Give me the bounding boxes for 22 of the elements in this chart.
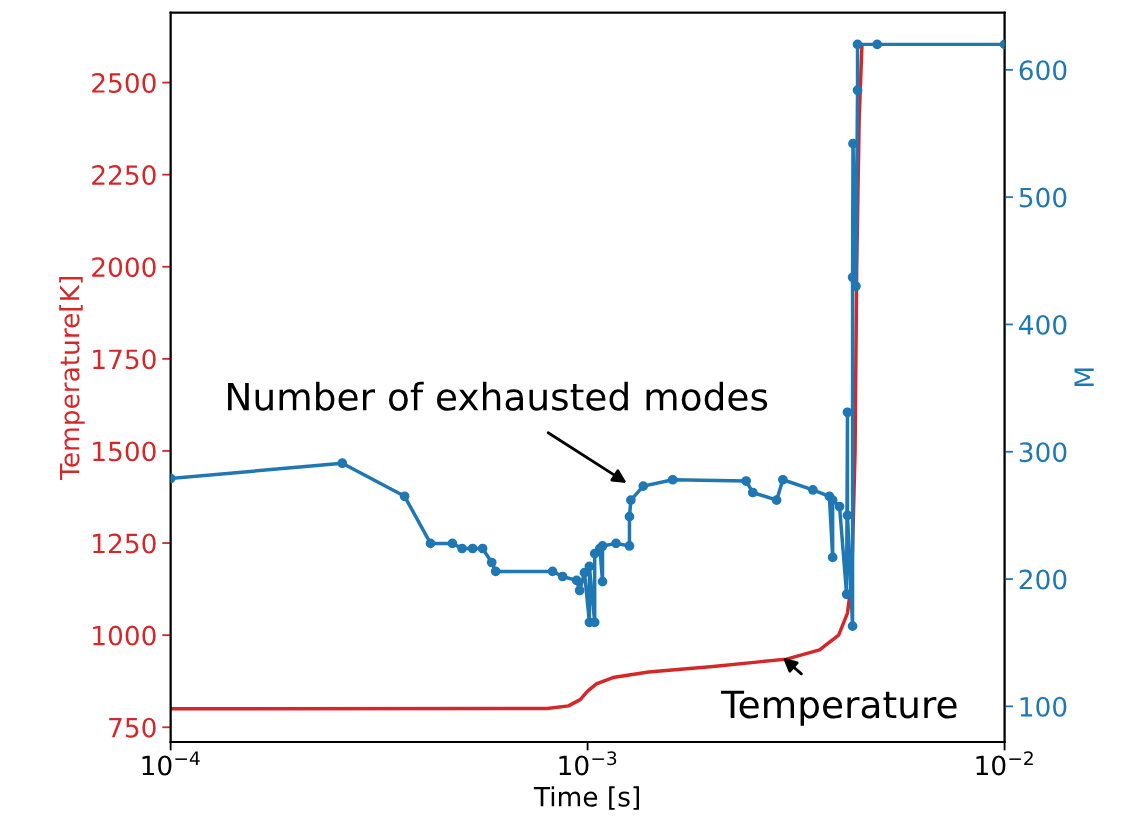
x-axis-title: Time [s] [533, 786, 639, 810]
y2-tick-label: 400 [1019, 314, 1067, 335]
annotation: Number of exhausted modes [228, 381, 768, 411]
y-tick-label: 2500 [92, 72, 156, 93]
y-tick-label: 750 [109, 717, 156, 738]
annotation: Temperature [720, 690, 957, 726]
y-axis-title: Temperature[K] [59, 277, 85, 480]
y-tick-label: 1000 [93, 625, 156, 646]
y2-tick-label: 200 [1019, 569, 1067, 590]
y-tick-label: 1250 [93, 533, 156, 554]
y-tick-label: 1750 [93, 349, 156, 370]
y2-tick-label: 500 [1019, 187, 1067, 208]
x-tick-label: 10$^{−4}$ [142, 751, 200, 776]
y-tick-label: 1500 [93, 441, 156, 462]
y2-tick-label: 300 [1019, 442, 1067, 463]
y-tick-label: 2250 [92, 165, 156, 186]
y2-axis-title: M [1074, 368, 1094, 387]
y2-tick-label: 600 [1019, 60, 1067, 81]
y-tick-label: 2000 [92, 257, 156, 278]
x-tick-label: 10$^{−2}$ [976, 751, 1033, 776]
x-tick-label: 10$^{−3}$ [559, 751, 617, 776]
y2-tick-label: 100 [1020, 696, 1067, 717]
